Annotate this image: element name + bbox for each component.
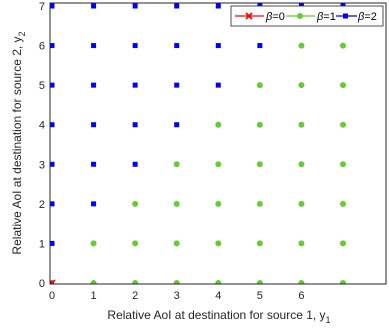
point-series1-16 <box>215 200 222 207</box>
point-series1-28 <box>340 121 346 128</box>
plot-area <box>50 3 386 284</box>
point-series2-21 <box>174 3 180 9</box>
point-series1-23 <box>298 161 305 168</box>
point-series2-7 <box>91 201 97 207</box>
y-tick-label-6: 6 <box>39 41 45 53</box>
point-series2-22 <box>215 82 221 88</box>
point-series2-2 <box>50 161 55 167</box>
point-series1-13 <box>340 240 346 247</box>
point-series1-9 <box>173 240 180 247</box>
point-series1-22 <box>256 161 263 168</box>
x-tick-label-6: 6 <box>298 290 304 302</box>
point-series1-17 <box>256 200 263 207</box>
point-series2-15 <box>132 82 138 88</box>
point-series1-0 <box>90 280 97 284</box>
point-series2-8 <box>91 161 97 167</box>
point-series1-15 <box>173 200 180 207</box>
point-series2-17 <box>132 3 138 9</box>
point-series2-4 <box>50 82 55 88</box>
legend-marker-beta0 <box>245 12 253 20</box>
point-series1-32 <box>298 42 305 49</box>
y-tick-label-3: 3 <box>39 159 45 171</box>
x-tick-label-2: 2 <box>132 290 138 302</box>
point-series1-20 <box>173 161 180 168</box>
point-series1-19 <box>340 200 346 207</box>
x-axis-label: Relative AoI at destination for source 1… <box>107 308 330 325</box>
tick-labels: 0 1 2 3 4 5 6 0 1 2 3 4 5 6 7 <box>39 1 305 302</box>
legend-marker-beta2 <box>343 13 348 19</box>
point-series1-6 <box>340 280 346 284</box>
point-series2-1 <box>50 201 55 207</box>
legend-label-beta0: β=0 <box>265 11 285 23</box>
legend-label-beta2: β=2 <box>357 11 377 23</box>
point-series2-25 <box>257 43 263 49</box>
point-series1-1 <box>132 280 139 284</box>
y-tick-label-5: 5 <box>39 80 45 92</box>
point-series1-3 <box>215 280 222 284</box>
y-tick-label-1: 1 <box>39 238 45 250</box>
point-series1-18 <box>298 200 305 207</box>
y-tick-label-7: 7 <box>39 1 45 13</box>
point-series2-0 <box>50 240 55 246</box>
point-series2-5 <box>50 43 55 49</box>
point-series2-6 <box>50 3 55 9</box>
x-tick-label-5: 5 <box>257 290 263 302</box>
x-tick-label-0: 0 <box>49 290 55 302</box>
point-series2-24 <box>215 3 221 9</box>
point-series1-33 <box>340 42 346 49</box>
point-series2-10 <box>91 82 97 88</box>
x-tick-label-1: 1 <box>91 290 97 302</box>
point-series1-21 <box>215 161 222 168</box>
y-tick-label-4: 4 <box>39 120 45 132</box>
x-tick-label-4: 4 <box>215 290 221 302</box>
point-series1-2 <box>173 280 180 284</box>
point-series2-11 <box>91 43 97 49</box>
point-series1-4 <box>256 280 263 284</box>
point-series1-11 <box>256 240 263 247</box>
point-series1-7 <box>90 240 97 247</box>
point-series1-27 <box>298 121 305 128</box>
plot-frame <box>49 2 387 285</box>
point-series2-19 <box>174 82 180 88</box>
y-tick-label-2: 2 <box>39 199 45 211</box>
x-tick-label-3: 3 <box>174 290 180 302</box>
point-series2-16 <box>132 43 138 49</box>
point-series1-5 <box>298 280 305 284</box>
point-series1-10 <box>215 240 222 247</box>
point-series2-9 <box>91 122 97 128</box>
point-series1-31 <box>340 82 346 89</box>
point-series2-20 <box>174 43 180 49</box>
legend: β=0 β=1 β=2 <box>230 5 384 27</box>
point-series1-25 <box>215 121 222 128</box>
point-series2-14 <box>132 122 138 128</box>
point-series1-24 <box>340 161 346 168</box>
point-series1-14 <box>132 200 139 207</box>
legend-label-beta1: β=1 <box>316 11 336 23</box>
point-series2-23 <box>215 43 221 49</box>
point-series1-29 <box>256 82 263 89</box>
y-tick-label-0: 0 <box>39 278 45 290</box>
point-series2-12 <box>91 3 97 9</box>
point-series1-12 <box>298 240 305 247</box>
point-series2-13 <box>132 161 138 167</box>
point-series1-8 <box>132 240 139 247</box>
point-series0-0 <box>50 279 56 284</box>
point-series1-30 <box>298 82 305 89</box>
legend-marker-beta1 <box>297 13 303 19</box>
point-series2-18 <box>174 122 180 128</box>
point-series1-26 <box>256 121 263 128</box>
point-series2-3 <box>50 122 55 128</box>
y-axis-label: Relative AoI at destination for source 2… <box>10 31 27 254</box>
